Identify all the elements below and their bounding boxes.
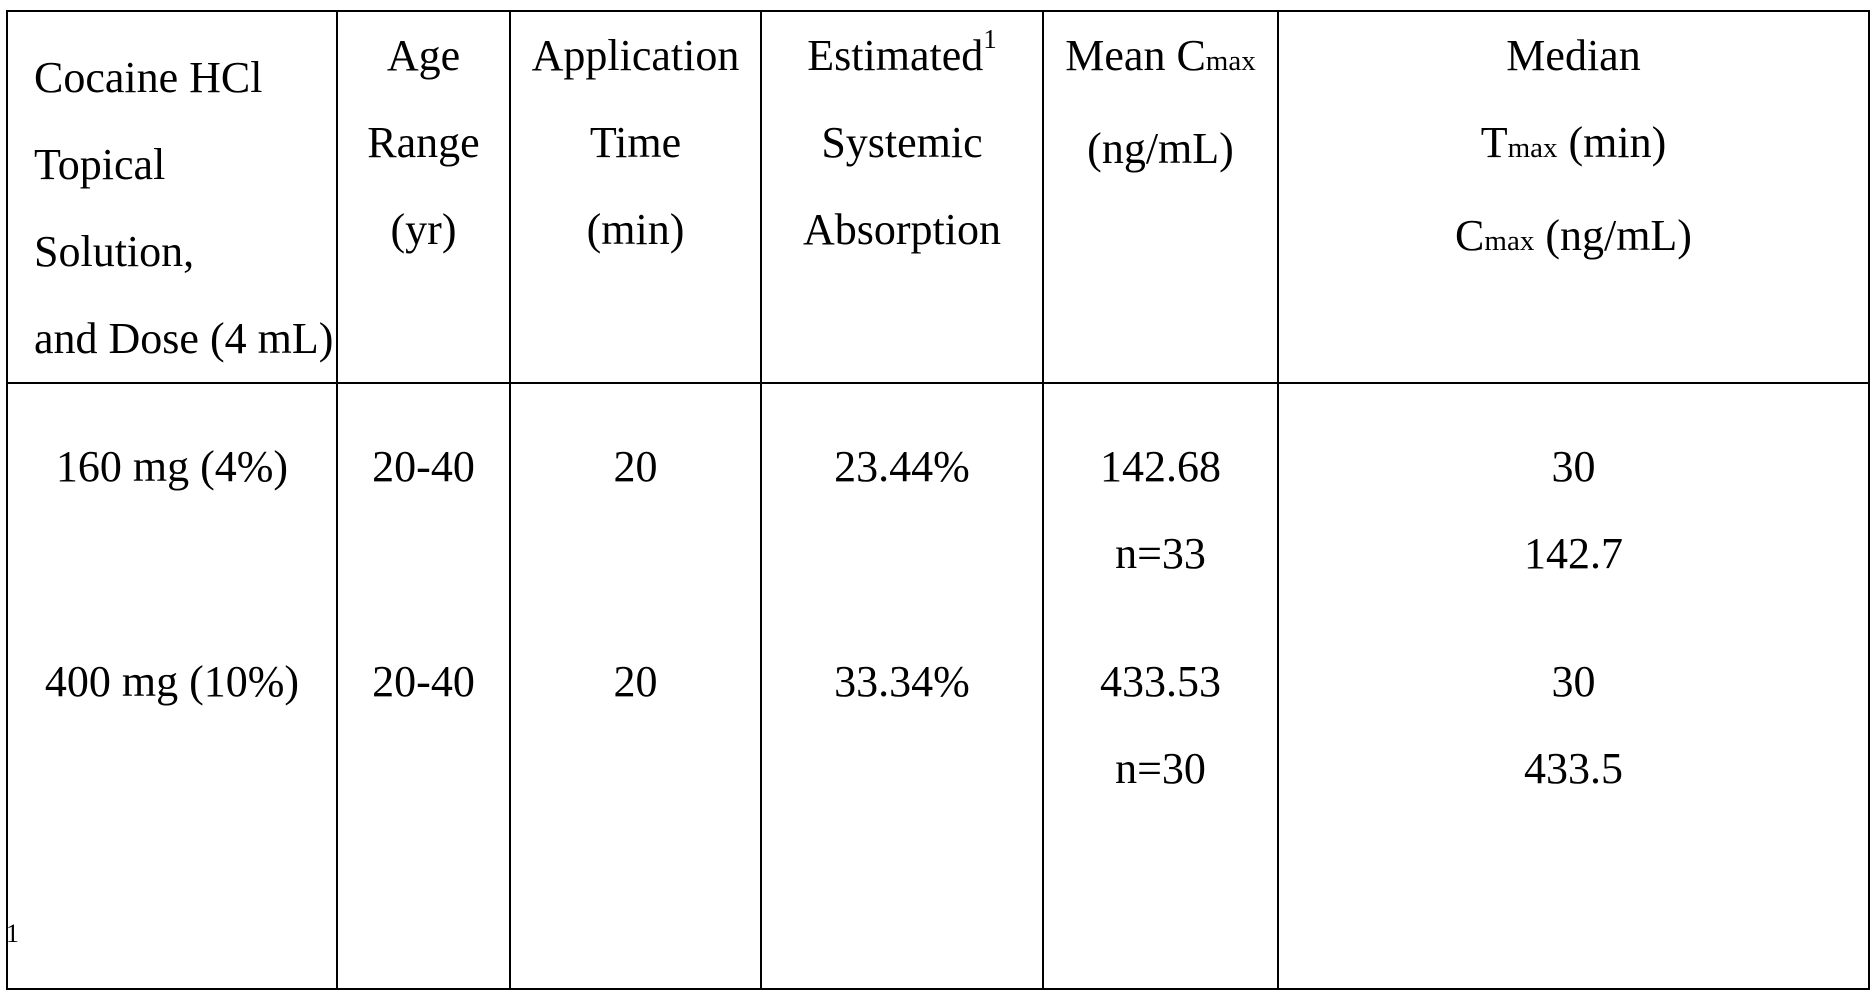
row-1-dose: 400 mg (10%) xyxy=(44,657,300,706)
row-0-n: n=33 xyxy=(1115,529,1206,578)
header-median-tmax-cmax: Median Tmax (min) Cmax (ng/mL) xyxy=(1277,10,1870,384)
absorption-cell: 23.44% 33.34% xyxy=(760,382,1044,990)
row-0-age-range: 20-40 xyxy=(372,442,475,491)
dose-cell: 160 mg (4%) 400 mg (10%) xyxy=(6,382,338,990)
row-1-absorption: 33.34% xyxy=(834,657,970,706)
row-1-median-tmax: 30 xyxy=(1551,657,1596,706)
footnote-marker: 1 xyxy=(6,919,19,948)
header-row: Cocaine HCl Topical Solution, and Dose (… xyxy=(6,10,1870,384)
header-estimated-absorption: Estimated1 Systemic Absorption xyxy=(760,10,1044,384)
header-mean-cmax: Mean Cmax (ng/mL) xyxy=(1042,10,1279,384)
median-tmax-cmax-cell: 30 142.7 30 433.5 xyxy=(1277,382,1870,990)
row-1-n: n=30 xyxy=(1115,744,1206,793)
age-range-cell: 20-40 20-40 xyxy=(336,382,511,990)
pharmacokinetics-table: Cocaine HCl Topical Solution, and Dose (… xyxy=(6,10,1870,990)
row-0-dose: 160 mg (4%) xyxy=(55,442,289,491)
row-1-application-time: 20 xyxy=(613,657,658,706)
footnote-superscript: 1 xyxy=(983,24,997,54)
mean-cmax-cell: 142.68 n=33 433.53 n=30 xyxy=(1042,382,1279,990)
data-body-row: 160 mg (4%) 400 mg (10%) 20-40 20-40 20 … xyxy=(6,382,1870,990)
row-1-median-cmax: 433.5 xyxy=(1524,744,1623,793)
row-0-application-time: 20 xyxy=(613,442,658,491)
row-1-age-range: 20-40 xyxy=(372,657,475,706)
row-1-mean-cmax: 433.53 xyxy=(1100,657,1221,706)
row-0-mean-cmax: 142.68 xyxy=(1100,442,1221,491)
row-0-absorption: 23.44% xyxy=(834,442,970,491)
row-0-median-cmax: 142.7 xyxy=(1524,529,1623,578)
header-age-range: Age Range (yr) xyxy=(336,10,511,384)
application-time-cell: 20 20 xyxy=(509,382,762,990)
header-application-time: Application Time (min) xyxy=(509,10,762,384)
row-0-median-tmax: 30 xyxy=(1551,442,1596,491)
header-dose: Cocaine HCl Topical Solution, and Dose (… xyxy=(6,10,338,384)
